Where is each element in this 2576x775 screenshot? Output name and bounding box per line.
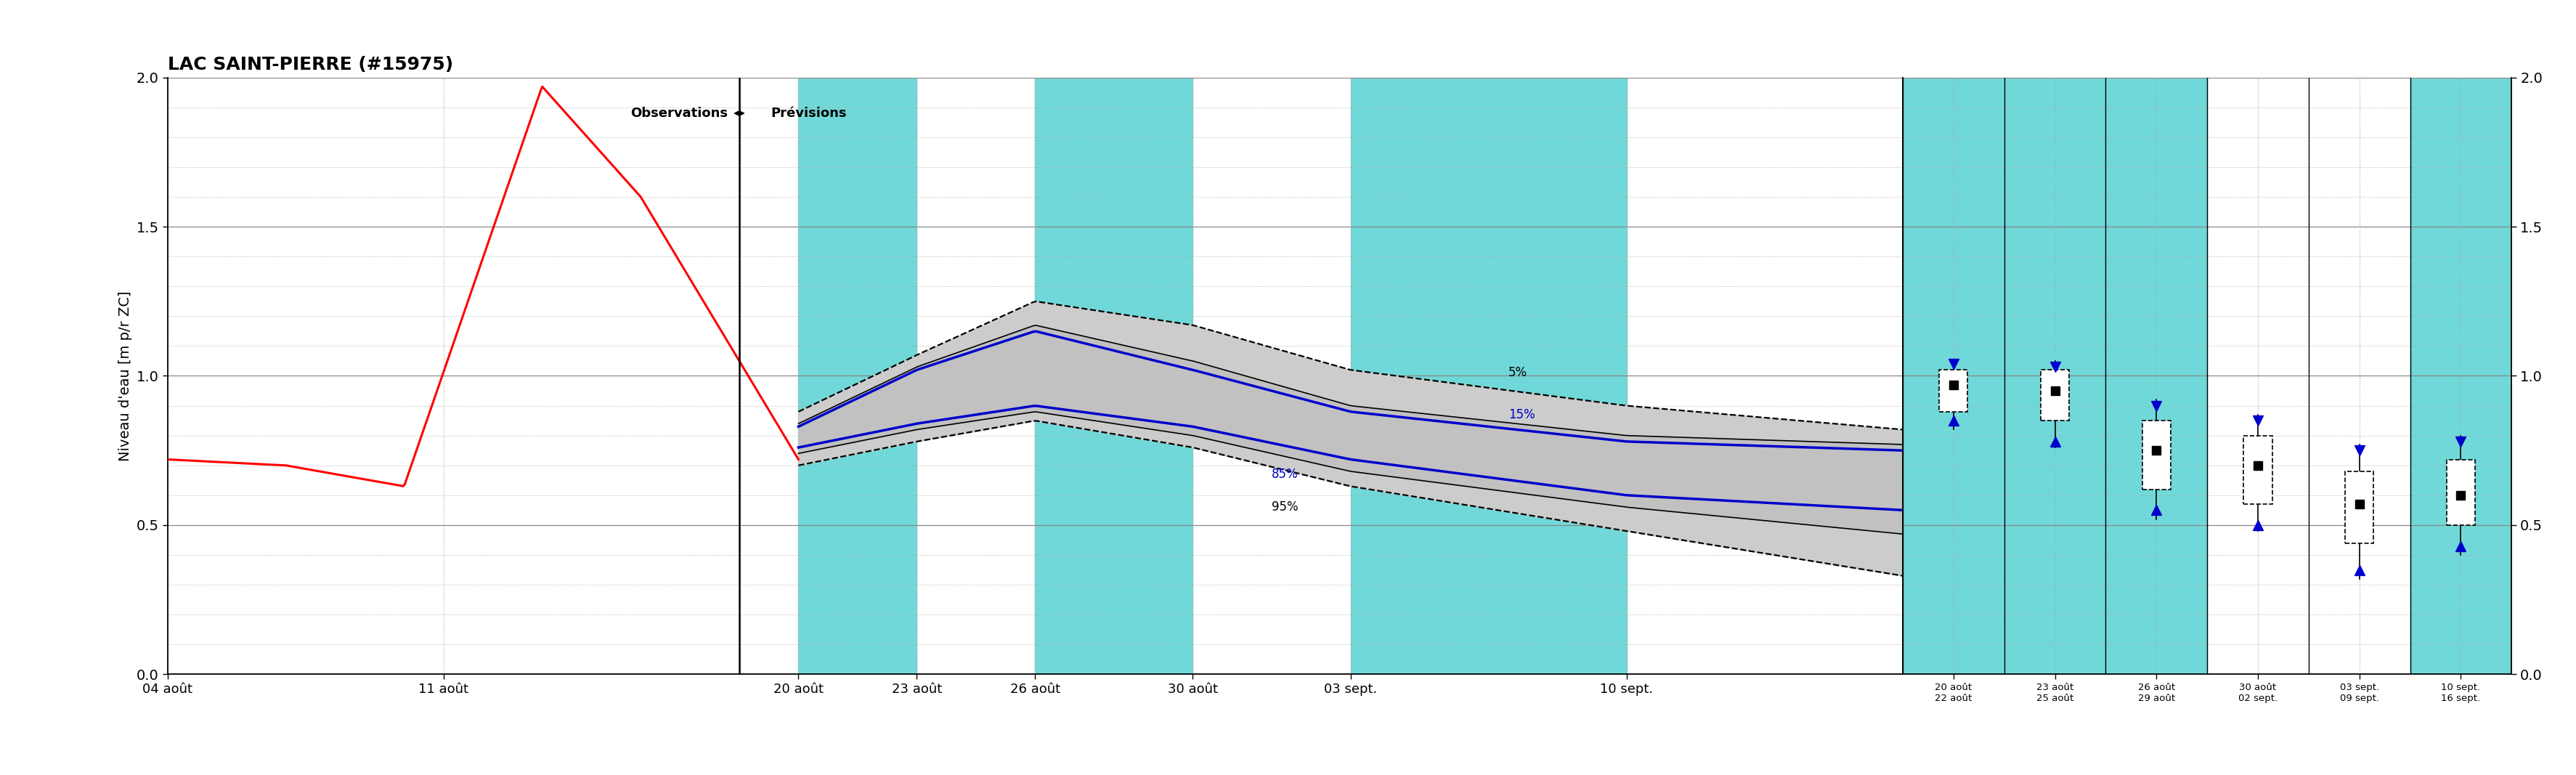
Bar (2244, 436, 2272, 505)
Bar (1036, 78, 1193, 674)
Bar (2105, 78, 2208, 674)
Bar (799, 78, 917, 674)
Bar (1350, 78, 1625, 674)
Bar (2143, 421, 2172, 489)
Y-axis label: Niveau d'eau [m p/r ZC]: Niveau d'eau [m p/r ZC] (118, 291, 131, 461)
Bar (1940, 370, 1968, 412)
Bar (2344, 471, 2372, 543)
Text: 5%: 5% (1510, 367, 1528, 380)
Text: 85%: 85% (1273, 468, 1298, 480)
Bar (2004, 78, 2105, 674)
Bar (2040, 370, 2069, 421)
Bar (1904, 78, 2004, 674)
Text: LAC SAINT-PIERRE (#15975): LAC SAINT-PIERRE (#15975) (167, 56, 453, 73)
Bar (2411, 78, 2512, 674)
Text: Prévisions: Prévisions (770, 107, 848, 120)
Text: 95%: 95% (1273, 501, 1298, 514)
Bar (2447, 460, 2476, 525)
Text: 15%: 15% (1510, 408, 1535, 421)
Text: Observations: Observations (631, 107, 726, 120)
